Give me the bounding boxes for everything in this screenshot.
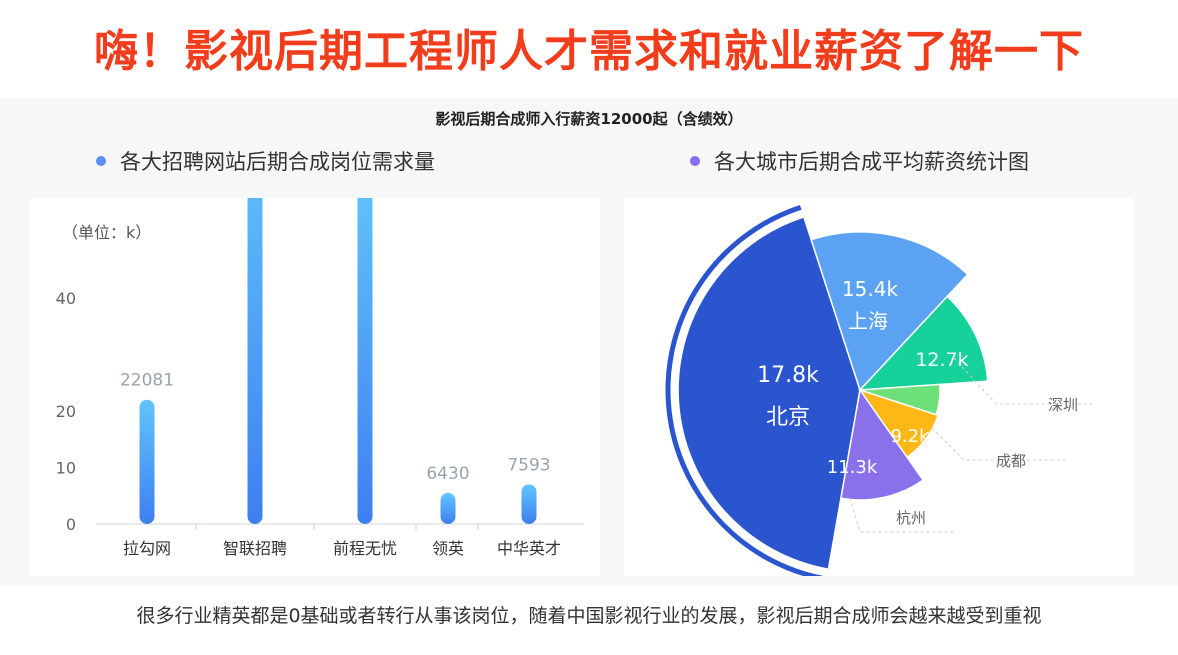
right-section-title: 各大城市后期合成平均薪资统计图 [690, 148, 1029, 176]
slice-name-label: 杭州 [896, 509, 926, 527]
category-label: 智联招聘 [223, 539, 287, 558]
bar [139, 399, 155, 524]
pie-slice [858, 295, 989, 391]
pie-slice [810, 231, 969, 392]
bullet-dot-icon [690, 156, 700, 166]
y-tick-label: 40 [56, 289, 76, 308]
bar-chart: （单位：k）01020406022081拉勾网75583智联招聘61509前程无… [56, 108, 584, 558]
slice-value-label: 15.4k [842, 277, 899, 301]
left-section-title-text: 各大招聘网站后期合成岗位需求量 [120, 150, 435, 174]
slice-name-label: 深圳 [1048, 396, 1078, 414]
category-label: 前程无忧 [333, 539, 397, 558]
unit-label: （单位：k） [62, 223, 151, 242]
bar [440, 492, 456, 524]
footer-text: 很多行业精英都是0基础或者转行从事该岗位，随着中国影视行业的发展，影视后期合成师… [136, 605, 1042, 627]
data-label: 6430 [426, 464, 469, 484]
right-section-title-text: 各大城市后期合成平均薪资统计图 [714, 150, 1029, 174]
pie-slice [840, 388, 925, 501]
bar [357, 176, 373, 524]
bar [247, 136, 263, 524]
category-label: 中华英才 [497, 539, 561, 558]
highlight-arc [665, 205, 828, 582]
left-section-title: 各大招聘网站后期合成岗位需求量 [96, 148, 435, 176]
subtitle: 影视后期合成师入行薪资12000起（含绩效） [435, 110, 743, 128]
category-label: 领英 [432, 539, 464, 558]
pie-chart-card: 深圳成都杭州 17.8k 北京 15.4k 上海 12.7k 9.2k 11.3k [624, 198, 1134, 582]
pie-slice [677, 215, 861, 571]
data-label: 7593 [507, 455, 550, 475]
slice-name-label: 北京 [766, 405, 810, 430]
slice-value-label: 12.7k [915, 349, 968, 371]
slice-value-label: 11.3k [827, 457, 878, 478]
y-tick-label: 10 [56, 459, 76, 478]
slice-value-label: 17.8k [757, 363, 819, 388]
y-tick-label: 0 [66, 515, 76, 534]
slice-name-label: 成都 [996, 452, 1026, 470]
bar [521, 484, 537, 524]
bullet-dot-icon [96, 156, 106, 166]
slice-name-label: 上海 [848, 309, 888, 333]
leader-line [953, 357, 1094, 405]
bar-chart-card: （单位：k）01020406022081拉勾网75583智联招聘61509前程无… [30, 108, 600, 576]
slice-value-label: 9.2k [890, 426, 930, 447]
headline: 嗨！影视后期工程师人才需求和就业薪资了解一下 [94, 26, 1084, 77]
y-tick-label: 20 [56, 402, 76, 421]
leader-line [849, 497, 954, 533]
category-label: 拉勾网 [123, 539, 171, 558]
data-label: 22081 [120, 371, 174, 391]
